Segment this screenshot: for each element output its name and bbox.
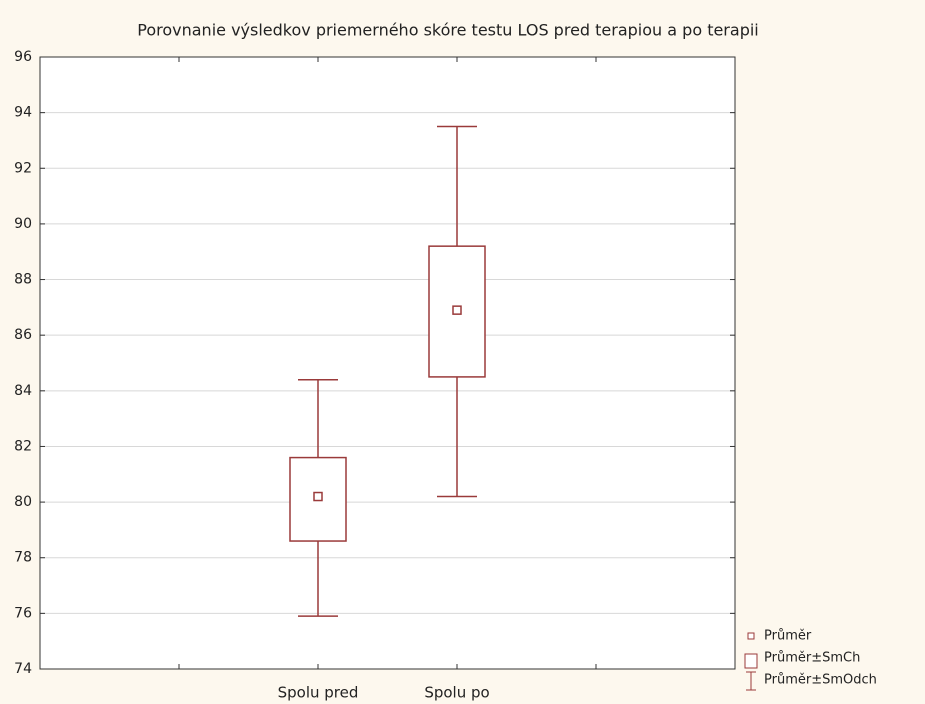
y-tick-label: 76 [14,605,32,621]
y-tick-label: 84 [14,383,32,399]
legend-box-icon [744,653,758,669]
legend-label: Průměr±SmCh [764,651,860,666]
y-tick-label: 90 [14,216,32,232]
plot-border [39,56,736,670]
y-tick-label: 80 [14,494,32,510]
legend-label: Průměr [764,629,812,644]
plot-area [40,57,735,669]
mean-marker [313,491,323,502]
y-tick-label: 74 [14,661,32,677]
x-tick-label: Spolu po [424,684,489,702]
y-tick-label: 92 [14,160,32,176]
legend-mean-icon [747,632,755,640]
x-tick-label: Spolu pred [278,684,359,702]
y-tick-label: 88 [14,272,32,288]
chart-title: Porovnanie výsledkov priemerného skóre t… [137,21,758,40]
y-tick-label: 82 [14,438,32,454]
legend-label: Průměr±SmOdch [764,673,877,688]
y-tick-label: 96 [14,49,32,65]
y-tick-label: 86 [14,327,32,343]
mean-marker [452,305,462,315]
y-tick-label: 78 [14,550,32,566]
y-tick-label: 94 [14,105,32,121]
